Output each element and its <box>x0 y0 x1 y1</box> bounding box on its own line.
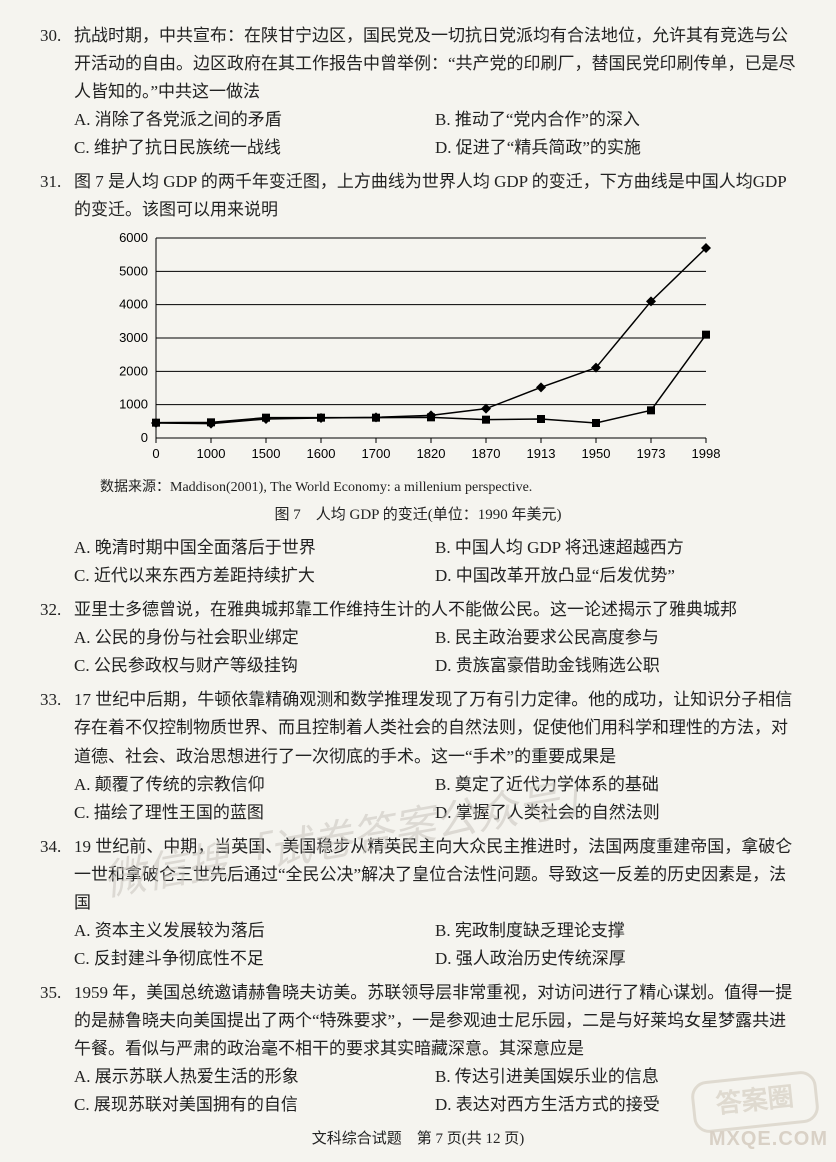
svg-text:1500: 1500 <box>252 446 281 461</box>
question-30: 30. 抗战时期，中共宣布：在陕甘宁边区，国民党及一切抗日党派均有合法地位，允许… <box>40 22 796 162</box>
q31-optD[interactable]: D. 中国改革开放凸显“后发优势” <box>435 562 796 590</box>
question-34: 34. 19 世纪前、中期，当英国、美国稳步从精英民主向大众民主推进时，法国两度… <box>40 833 796 973</box>
q34-optB[interactable]: B. 宪政制度缺乏理论支撑 <box>435 917 796 945</box>
q33-optA[interactable]: A. 颠覆了传统的宗教信仰 <box>74 771 435 799</box>
q30-optB[interactable]: B. 推动了“党内合作”的深入 <box>435 106 796 134</box>
q34-optA[interactable]: A. 资本主义发展较为落后 <box>74 917 435 945</box>
q33-text: 17 世纪中后期，牛顿依靠精确观测和数学推理发现了万有引力定律。他的成功，让知识… <box>74 686 796 770</box>
q34-text: 19 世纪前、中期，当英国、美国稳步从精英民主向大众民主推进时，法国两度重建帝国… <box>74 833 796 917</box>
svg-text:1913: 1913 <box>527 446 556 461</box>
q31-figcaption: 图 7 人均 GDP 的变迁(单位：1990 年美元) <box>40 503 796 528</box>
q33-number: 33. <box>40 686 74 770</box>
q31-chart: 0 1000 2000 3000 4000 5000 6000 0 1000 1500 1600 17… <box>40 228 796 478</box>
svg-text:1950: 1950 <box>582 446 611 461</box>
q34-optC[interactable]: C. 反封建斗争彻底性不足 <box>74 945 435 973</box>
svg-text:1600: 1600 <box>307 446 336 461</box>
q31-source-text: 数据来源：Maddison(2001), The World Economy: … <box>100 480 532 495</box>
q31-number: 31. <box>40 168 74 224</box>
q35-text: 1959 年，美国总统邀请赫鲁晓夫访美。苏联领导层非常重视，对访问进行了精心谋划… <box>74 979 796 1063</box>
svg-text:0: 0 <box>141 430 148 445</box>
q30-optD[interactable]: D. 促进了“精兵简政”的实施 <box>435 134 796 162</box>
q32-optB[interactable]: B. 民主政治要求公民高度参与 <box>435 624 796 652</box>
svg-text:5000: 5000 <box>119 264 148 279</box>
q30-optC[interactable]: C. 维护了抗日民族统一战线 <box>74 134 435 162</box>
site-watermark: MXQE.COM <box>709 1123 828 1156</box>
q31-text: 图 7 是人均 GDP 的两千年变迁图，上方曲线为世界人均 GDP 的变迁，下方… <box>74 168 796 224</box>
svg-text:3000: 3000 <box>119 330 148 345</box>
question-35: 35. 1959 年，美国总统邀请赫鲁晓夫访美。苏联领导层非常重视，对访问进行了… <box>40 979 796 1119</box>
q35-optA[interactable]: A. 展示苏联人热爱生活的形象 <box>74 1063 435 1091</box>
q32-optD[interactable]: D. 贵族富豪借助金钱贿选公职 <box>435 652 796 680</box>
q35-number: 35. <box>40 979 74 1063</box>
page-footer: 文科综合试题 第 7 页(共 12 页) <box>40 1127 796 1152</box>
q32-optA[interactable]: A. 公民的身份与社会职业绑定 <box>74 624 435 652</box>
q31-optC[interactable]: C. 近代以来东西方差距持续扩大 <box>74 562 435 590</box>
q32-text: 亚里士多德曾说，在雅典城邦靠工作维持生计的人不能做公民。这一论述揭示了雅典城邦 <box>74 596 796 624</box>
q30-number: 30. <box>40 22 74 106</box>
q31-source: 数据来源：Maddison(2001), The World Economy: … <box>40 476 796 499</box>
q33-optC[interactable]: C. 描绘了理性王国的蓝图 <box>74 799 435 827</box>
q33-optB[interactable]: B. 奠定了近代力学体系的基础 <box>435 771 796 799</box>
question-31: 31. 图 7 是人均 GDP 的两千年变迁图，上方曲线为世界人均 GDP 的变… <box>40 168 796 590</box>
svg-text:1000: 1000 <box>197 446 226 461</box>
q34-optD[interactable]: D. 强人政治历史传统深厚 <box>435 945 796 973</box>
svg-text:1973: 1973 <box>637 446 666 461</box>
q30-text: 抗战时期，中共宣布：在陕甘宁边区，国民党及一切抗日党派均有合法地位，允许其有竞选… <box>74 22 796 106</box>
svg-text:6000: 6000 <box>119 230 148 245</box>
q32-optC[interactable]: C. 公民参政权与财产等级挂钩 <box>74 652 435 680</box>
svg-text:2000: 2000 <box>119 364 148 379</box>
q30-optA[interactable]: A. 消除了各党派之间的矛盾 <box>74 106 435 134</box>
q35-optC[interactable]: C. 展现苏联对美国拥有的自信 <box>74 1091 435 1119</box>
svg-text:1820: 1820 <box>417 446 446 461</box>
svg-text:4000: 4000 <box>119 297 148 312</box>
svg-text:1998: 1998 <box>692 446 720 461</box>
q33-optD[interactable]: D. 掌握了人类社会的自然法则 <box>435 799 796 827</box>
question-33: 33. 17 世纪中后期，牛顿依靠精确观测和数学推理发现了万有引力定律。他的成功… <box>40 686 796 826</box>
svg-text:1700: 1700 <box>362 446 391 461</box>
q34-number: 34. <box>40 833 74 917</box>
q32-number: 32. <box>40 596 74 624</box>
svg-text:0: 0 <box>152 446 159 461</box>
question-32: 32. 亚里士多德曾说，在雅典城邦靠工作维持生计的人不能做公民。这一论述揭示了雅… <box>40 596 796 680</box>
q31-optB[interactable]: B. 中国人均 GDP 将迅速超越西方 <box>435 534 796 562</box>
svg-text:1000: 1000 <box>119 397 148 412</box>
svg-text:1870: 1870 <box>472 446 501 461</box>
q31-optA[interactable]: A. 晚清时期中国全面落后于世界 <box>74 534 435 562</box>
